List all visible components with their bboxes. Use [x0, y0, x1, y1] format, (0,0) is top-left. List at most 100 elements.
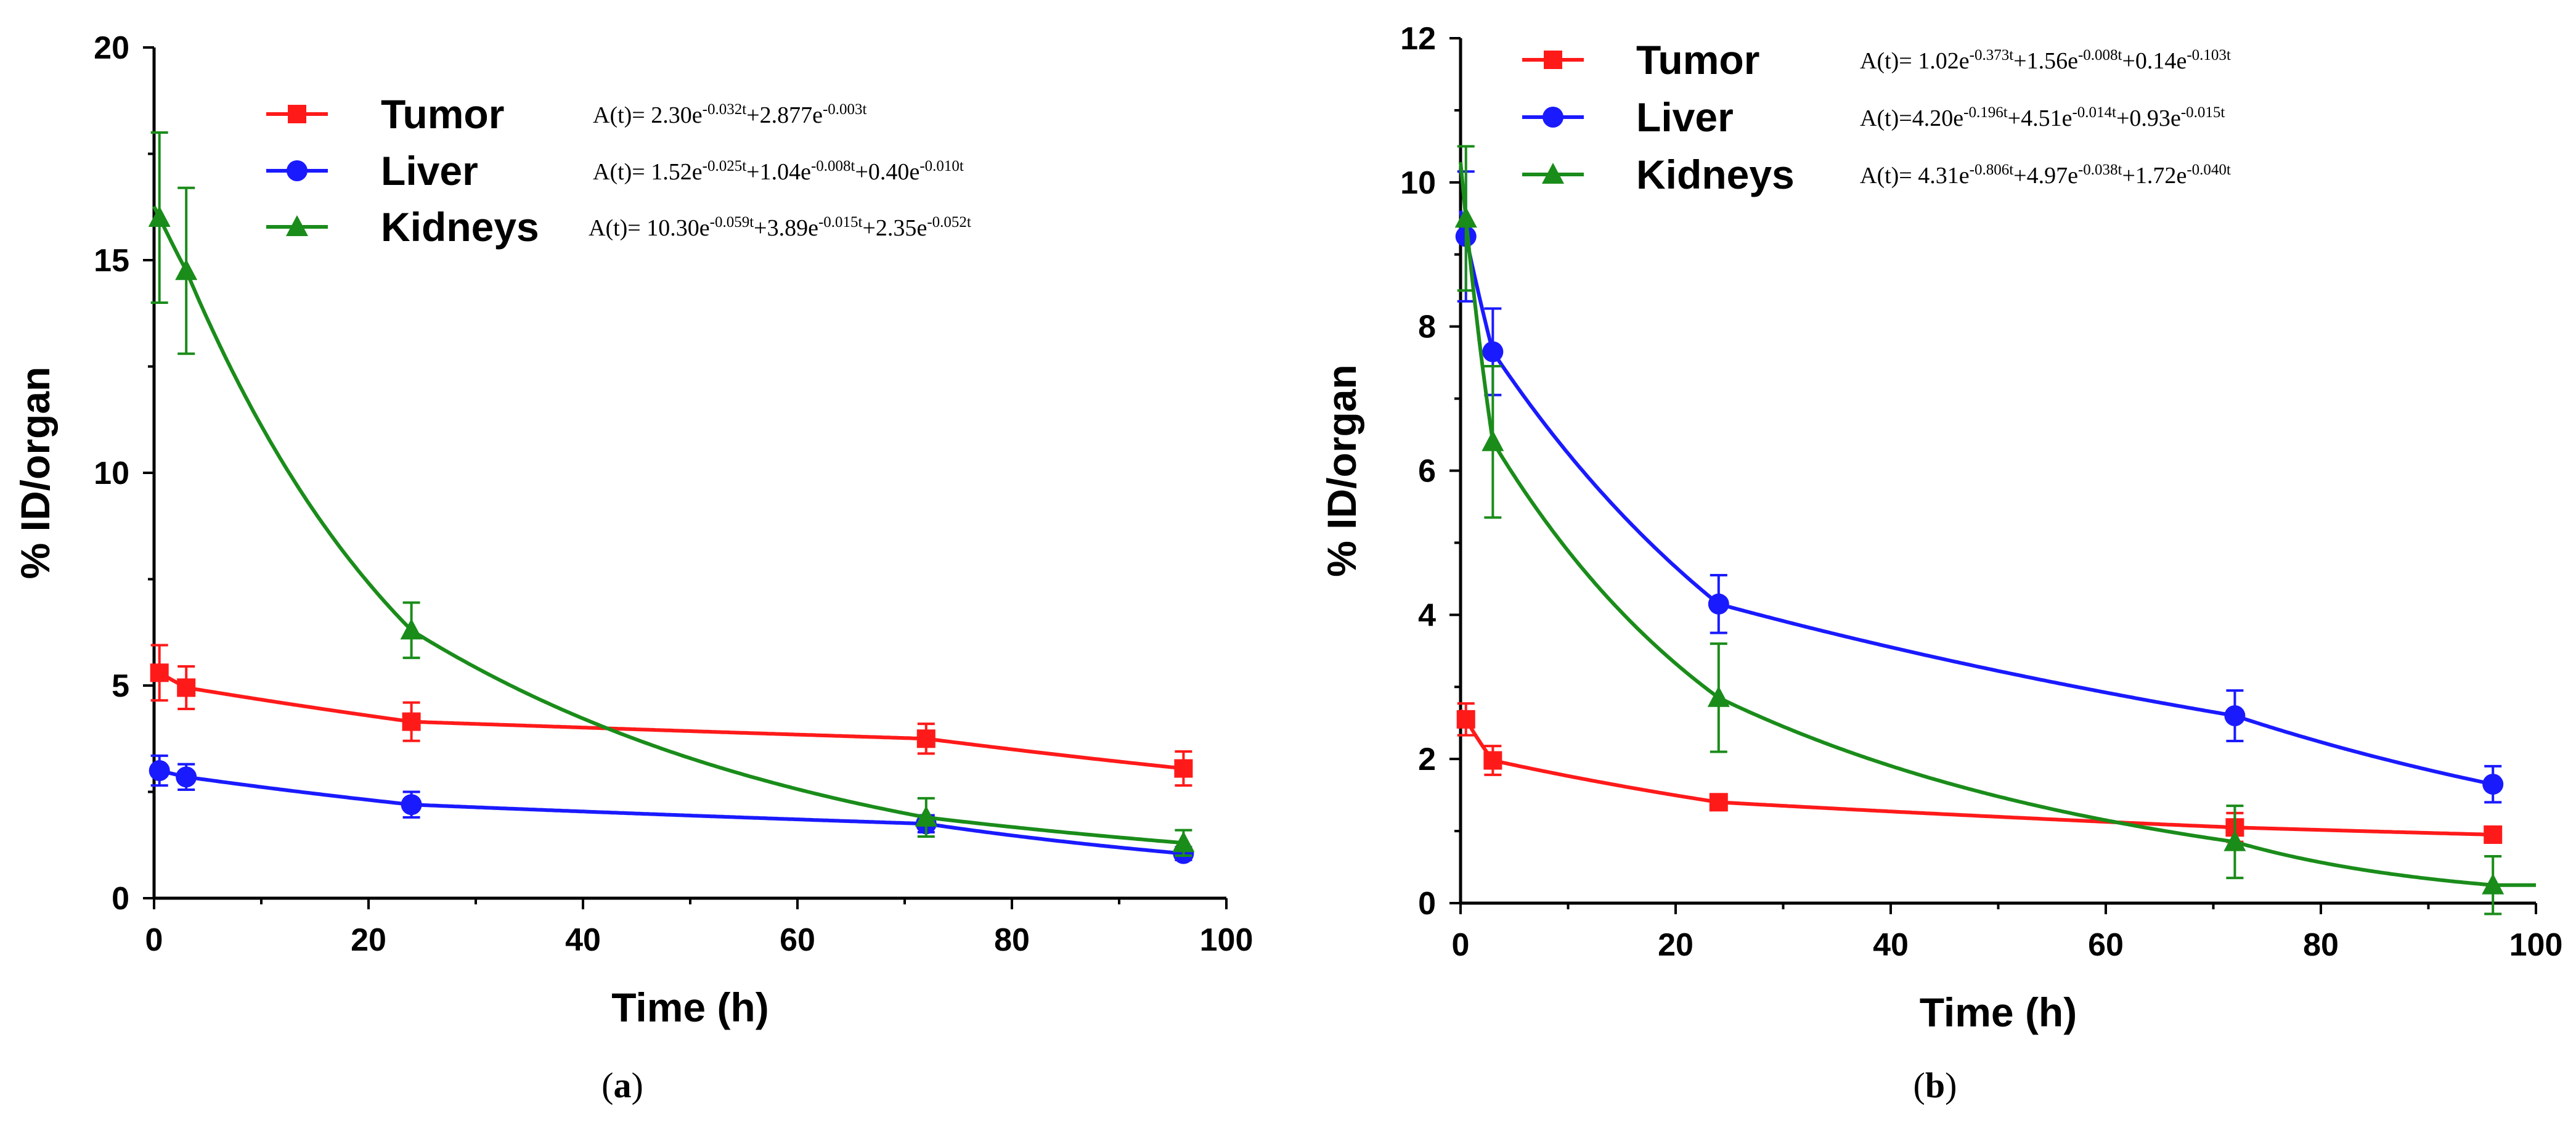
y-tick-label: 10 [1400, 165, 1436, 201]
data-point-kidneys [1454, 207, 1477, 228]
x-tick-label: 60 [2088, 927, 2124, 963]
x-tick-label: 0 [145, 922, 163, 958]
x-tick-label: 20 [1658, 927, 1694, 963]
x-tick-label: 0 [1452, 927, 1470, 963]
data-point-liver [1708, 593, 1729, 615]
x-axis-label: Time (h) [1920, 989, 2077, 1035]
equation-coefficient: +3.89 [754, 215, 808, 241]
data-point-kidneys [148, 206, 171, 227]
equation-coefficient: +1.04 [746, 159, 801, 185]
equation-exponent: -0.032t [703, 101, 747, 118]
caption-close: ) [1945, 1065, 1957, 1105]
equation-coefficient: +0.93 [2116, 105, 2170, 131]
data-point-kidneys [2223, 830, 2246, 851]
equation-prefix: A(t)= [1860, 163, 1918, 189]
equation-exponent: -0.052t [927, 214, 971, 231]
caption-open: ( [601, 1065, 613, 1105]
equation-base: e [1959, 48, 1970, 74]
equation-base: e [2068, 48, 2078, 74]
legend-marker [1543, 107, 1563, 128]
equation-prefix: A(t)= [593, 159, 651, 185]
y-tick-label: 10 [94, 456, 129, 491]
data-point-tumor [1483, 751, 1502, 770]
equation-base: e [916, 215, 927, 241]
fit-curve-liver [153, 767, 1184, 856]
chart-panel-a: 0 20 40 60 80 100 0 5 10 15 20 Time (h) % ID/organ Tu… [12, 30, 1253, 1105]
data-point-tumor [916, 729, 935, 748]
legend-label-kidneys: Kidneys [381, 204, 539, 250]
fit-equation-liver: A(t)= 1.52e-0.025t+1.04e-0.008t+0.40e-0.… [593, 158, 964, 185]
equation-exponent: -0.008t [2078, 47, 2122, 63]
caption-close: ) [632, 1065, 643, 1105]
data-point-kidneys [1172, 831, 1195, 853]
data-point-tumor [1709, 793, 1728, 812]
fit-equation-kidneys: A(t)= 4.31e-0.806t+4.97e-0.038t+1.72e-0.… [1860, 162, 2231, 189]
equation-exponent: -0.014t [2072, 104, 2116, 121]
data-point-liver [149, 760, 170, 781]
fit-equation-liver: A(t)=4.20e-0.196t+4.51e-0.014t+0.93e-0.0… [1860, 104, 2225, 131]
equation-exponent: -0.040t [2187, 162, 2231, 178]
equation-coefficient: +4.97 [2013, 163, 2068, 189]
equation-coefficient: 4.31 [1918, 163, 1959, 189]
equation-exponent: -0.025t [703, 158, 747, 174]
panel-caption: (b) [1914, 1065, 1957, 1105]
equation-base: e [909, 159, 919, 185]
equation-exponent: -0.015t [2181, 104, 2225, 121]
data-point-kidneys [400, 618, 423, 640]
data-point-liver [1482, 341, 1504, 362]
legend-label-tumor: Tumor [381, 91, 504, 137]
x-tick-label: 100 [1200, 922, 1253, 958]
data-point-tumor [1456, 710, 1475, 729]
equation-exponent: -0.059t [710, 214, 754, 231]
equation-exponent: -0.196t [1963, 104, 2008, 121]
equation-exponent: -0.103t [2187, 47, 2231, 63]
equation-coefficient: +4.51 [2008, 105, 2062, 131]
x-axis-label: Time (h) [611, 985, 768, 1030]
equation-coefficient: +1.72 [2122, 163, 2177, 189]
caption-open: ( [1914, 1065, 1925, 1105]
data-point-kidneys [915, 805, 937, 827]
y-tick-label: 12 [1400, 21, 1436, 57]
data-point-liver [2224, 705, 2246, 727]
equation-exponent: -0.008t [811, 158, 855, 174]
equation-exponent: -0.373t [1970, 47, 2014, 63]
data-point-tumor [150, 663, 169, 682]
equation-coefficient: +2.877 [746, 102, 812, 128]
y-axis-label: % ID/organ [1319, 364, 1364, 577]
fit-equation-tumor: A(t)= 1.02e-0.373t+1.56e-0.008t+0.14e-0.… [1860, 47, 2231, 74]
x-tick-label: 80 [994, 922, 1030, 958]
equation-prefix: A(t)= [1860, 48, 1918, 74]
equation-base: e [808, 215, 818, 241]
y-axis-label: % ID/organ [12, 367, 58, 579]
equation-exponent: -0.010t [919, 158, 964, 174]
equation-coefficient: 1.52 [651, 159, 692, 185]
legend-marker [288, 105, 306, 123]
panel-caption: (a) [601, 1065, 643, 1105]
data-point-tumor [2484, 825, 2503, 844]
data-point-tumor [402, 712, 421, 731]
equation-base: e [2068, 163, 2078, 189]
fit-curve-liver [1459, 210, 2493, 787]
equation-coefficient: +0.14 [2122, 48, 2177, 74]
data-point-liver [176, 766, 197, 788]
y-tick-label: 0 [112, 881, 129, 917]
equation-exponent: -0.806t [1970, 162, 2014, 178]
equation-exponent: -0.003t [823, 101, 867, 118]
chart-panel-b: 0 20 40 60 80 100 0 2 4 6 8 10 12 Time (h) % ID/organ T… [1319, 21, 2562, 1105]
legend-marker [1542, 163, 1564, 184]
x-tick-label: 40 [565, 922, 601, 958]
equation-base: e [699, 215, 710, 241]
y-tick-label: 20 [94, 30, 129, 66]
equation-base: e [692, 159, 703, 185]
x-tick-label: 20 [351, 922, 386, 958]
equation-coefficient: +2.35 [863, 215, 917, 241]
equation-coefficient: 10.30 [646, 215, 699, 241]
y-tick-label: 8 [1418, 309, 1436, 345]
equation-prefix: A(t)= [593, 102, 651, 128]
data-point-liver [401, 794, 422, 816]
equation-coefficient: 2.30 [651, 102, 692, 128]
equation-base: e [812, 102, 823, 128]
y-tick-label: 5 [112, 668, 129, 704]
equation-prefix: A(t)= [589, 215, 646, 241]
